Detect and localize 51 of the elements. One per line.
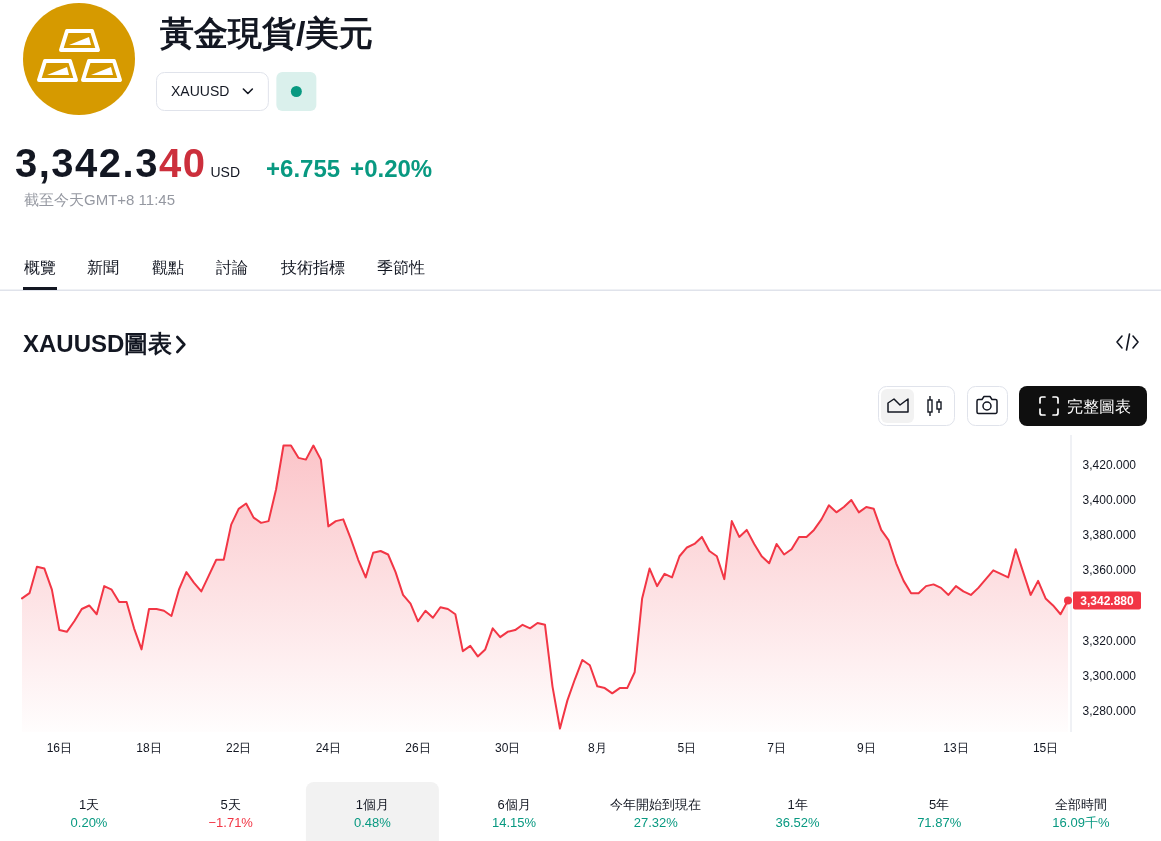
x-tick-label: 7日 bbox=[767, 741, 786, 755]
x-tick-label: 24日 bbox=[315, 741, 342, 755]
text: 5天 bbox=[220, 797, 241, 812]
x-tick-label: 13日 bbox=[943, 741, 969, 755]
text: 16.09千% bbox=[1052, 815, 1110, 830]
x-tick-label: 5日 bbox=[677, 741, 697, 755]
x-tick-label: 26日 bbox=[405, 741, 431, 755]
y-tick-label: 3,300.000 bbox=[1082, 668, 1137, 683]
y-tick-label: 3,400.000 bbox=[1082, 493, 1137, 508]
y-tick-label: 3,360.000 bbox=[1082, 563, 1137, 578]
x-tick-label: 22日 bbox=[225, 741, 252, 755]
text: 觀點 bbox=[152, 259, 184, 276]
x-tick-label: 18日 bbox=[136, 741, 162, 755]
text: USD bbox=[210, 164, 241, 180]
chart-title: 黃金現貨/美元 bbox=[160, 14, 374, 52]
text: 新聞 bbox=[87, 259, 119, 276]
text: 3,342.340 bbox=[15, 141, 207, 185]
y-tick-label: 3,280.000 bbox=[1082, 703, 1137, 718]
text: 71.87% bbox=[917, 815, 962, 830]
text: 5年 bbox=[929, 797, 950, 812]
text: −1.71% bbox=[208, 815, 254, 830]
text: 0.20% bbox=[70, 815, 108, 830]
text: 1個月 bbox=[355, 797, 390, 812]
text: 今年開始到現在 bbox=[610, 797, 702, 812]
text: 14.15% bbox=[492, 815, 537, 830]
text: 36.52% bbox=[775, 815, 820, 830]
y-tick-label: 3,320.000 bbox=[1082, 633, 1137, 648]
text: 概覽 bbox=[24, 259, 56, 276]
text: 討論 bbox=[216, 259, 248, 276]
text: +6.755 bbox=[266, 155, 341, 182]
text: XAUUSD bbox=[171, 83, 230, 99]
x-tick-label: 8月 bbox=[587, 741, 607, 755]
text: 全部時間 bbox=[1054, 797, 1107, 812]
chart-subtitle: XAUUSD圖表 bbox=[23, 330, 173, 357]
y-tick-label: 3,420.000 bbox=[1082, 457, 1137, 472]
text: 季節性 bbox=[377, 259, 425, 276]
text: 6個月 bbox=[497, 797, 531, 812]
last-price: 3,342.880 bbox=[1064, 591, 1141, 610]
text: 27.32% bbox=[633, 815, 679, 830]
text: 1天 bbox=[78, 797, 100, 812]
text: 0.48% bbox=[353, 815, 392, 830]
x-tick-label: 9日 bbox=[856, 741, 876, 755]
text: 完整圖表 bbox=[1067, 398, 1131, 415]
x-tick-label: 16日 bbox=[46, 741, 73, 755]
x-tick-label: 30日 bbox=[494, 741, 521, 755]
text: 技術指標 bbox=[280, 259, 345, 276]
text: +0.20% bbox=[350, 155, 433, 182]
text: 1年 bbox=[787, 797, 808, 812]
y-tick-label: 3,380.000 bbox=[1082, 528, 1137, 543]
text: 截至今天GMT+8 11:45 bbox=[24, 191, 176, 208]
x-tick-label: 15日 bbox=[1032, 741, 1059, 755]
